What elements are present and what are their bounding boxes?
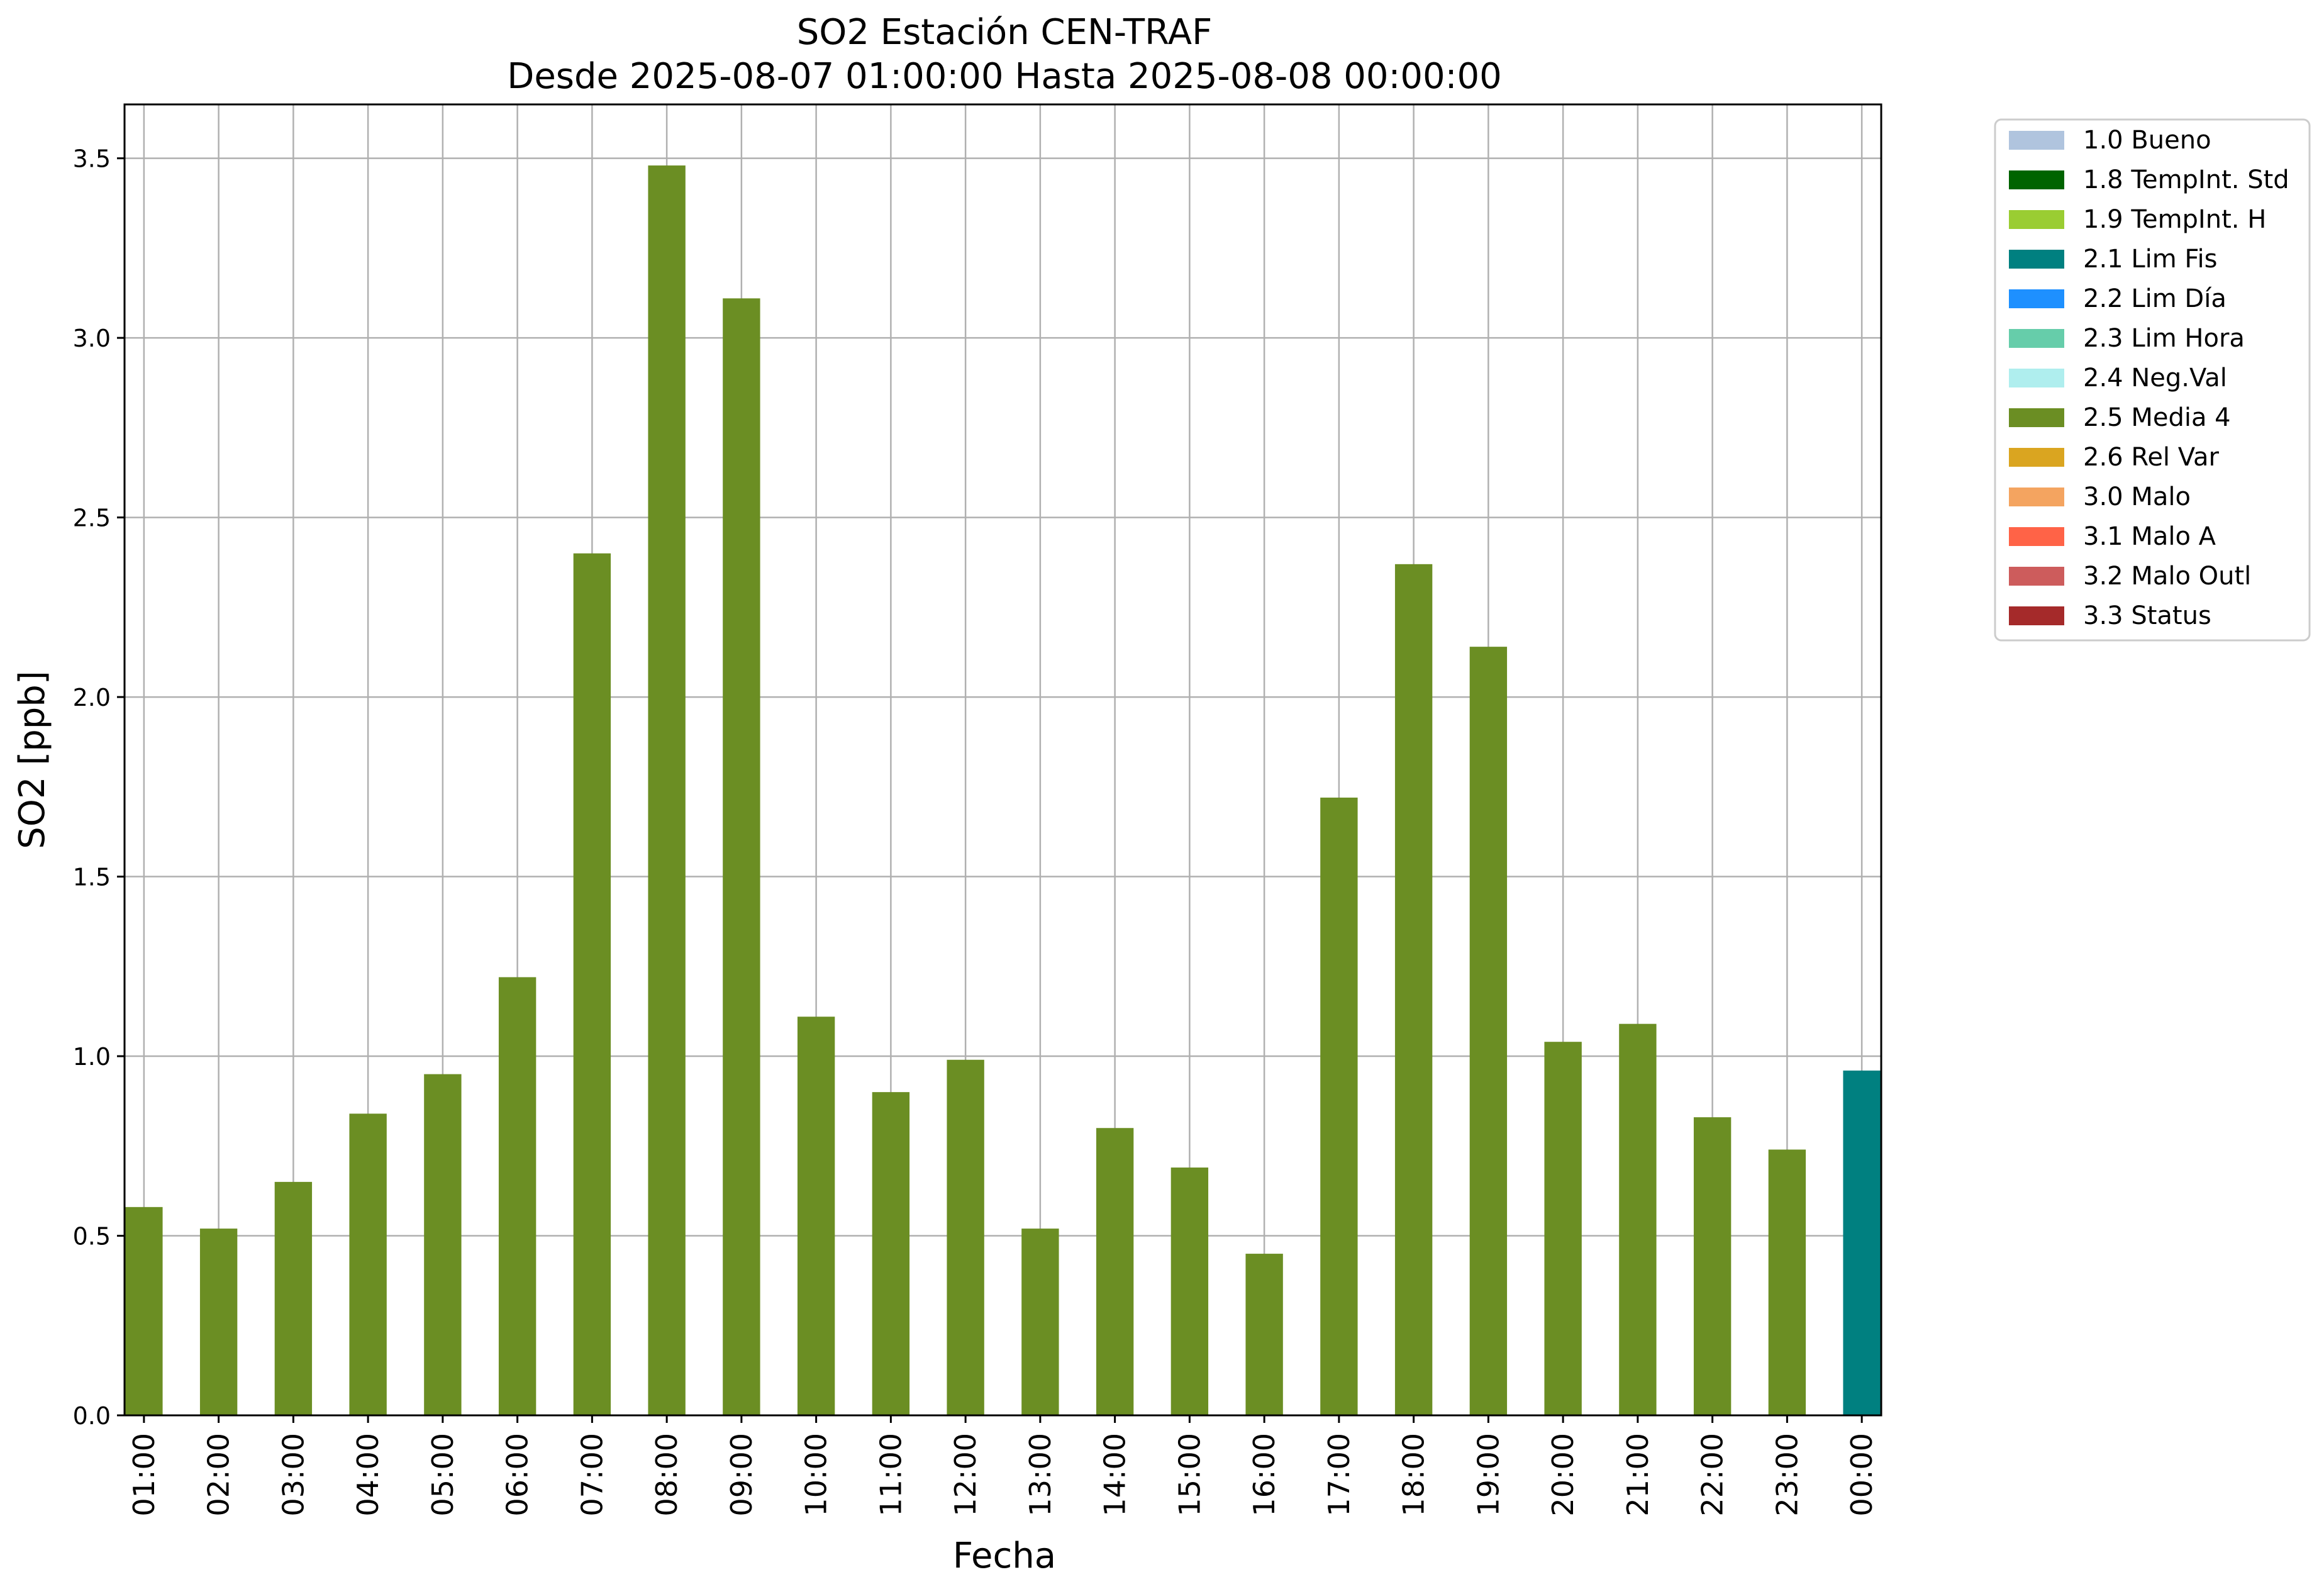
y-tick-label: 2.5 (73, 504, 111, 532)
x-tick-label: 01:00 (127, 1433, 161, 1517)
chart-title: SO2 Estación CEN-TRAF (797, 12, 1213, 53)
bar-0500 (424, 1074, 462, 1415)
plot-frame (123, 103, 1882, 1417)
x-tick-label: 11:00 (874, 1433, 908, 1517)
legend-label: 1.0 Bueno (2083, 126, 2211, 155)
bar-2000 (1544, 1042, 1582, 1415)
x-tick-label: 05:00 (426, 1433, 460, 1517)
legend-swatch (2009, 527, 2064, 546)
bar-1000 (797, 1017, 835, 1415)
bar-0000 (1843, 1070, 1881, 1415)
bar-0900 (723, 298, 760, 1415)
legend-label: 2.6 Rel Var (2083, 443, 2220, 472)
bar-0300 (274, 1181, 313, 1415)
legend-label: 1.8 TempInt. Std (2083, 165, 2289, 194)
legend-swatch (2009, 408, 2064, 427)
x-axis-ticks: 01:00 02:00 03:00 04:00 05:00 06:00 07:00 08:00… (127, 1415, 1879, 1517)
x-tick-label: 08:00 (650, 1433, 684, 1517)
x-tick-label: 12:00 (948, 1433, 982, 1517)
legend-items: 1.0 Bueno 1.8 TempInt. Std 1.9 TempInt. H 2… (2009, 126, 2289, 630)
legend-label: 2.2 Lim Día (2083, 284, 2227, 313)
legend-swatch (2009, 567, 2064, 586)
legend-label: 2.3 Lim Hora (2083, 324, 2245, 353)
legend-label: 3.0 Malo (2083, 482, 2191, 511)
x-tick-label: 07:00 (575, 1433, 609, 1517)
x-tick-label: 02:00 (202, 1433, 236, 1517)
bar-1900 (1469, 647, 1508, 1415)
bars (125, 165, 1881, 1416)
x-tick-label: 16:00 (1247, 1433, 1281, 1517)
x-tick-label: 17:00 (1322, 1433, 1356, 1517)
y-tick-label: 0.5 (73, 1223, 111, 1251)
legend-label: 2.5 Media 4 (2083, 403, 2231, 432)
legend: 1.0 Bueno 1.8 TempInt. Std 1.9 TempInt. H 2… (1994, 118, 2311, 642)
legend-label: 3.3 Status (2083, 601, 2211, 630)
bar-0600 (498, 977, 537, 1415)
legend-label: 3.2 Malo Outl (2083, 562, 2251, 591)
bar-1600 (1245, 1254, 1283, 1415)
chart-subtitle: Desde 2025-08-07 01:00:00 Hasta 2025-08-… (507, 56, 1502, 97)
x-tick-label: 15:00 (1172, 1433, 1206, 1517)
legend-swatch (2009, 210, 2064, 229)
legend-label: 3.1 Malo A (2083, 522, 2216, 551)
y-tick-label: 1.5 (73, 864, 111, 891)
x-tick-label: 18:00 (1397, 1433, 1431, 1517)
legend-frame (1994, 118, 2311, 642)
bar-0700 (573, 553, 611, 1415)
y-tick-label: 3.0 (73, 325, 111, 352)
x-tick-label: 19:00 (1471, 1433, 1505, 1517)
legend-swatch (2009, 606, 2064, 625)
y-tick-label: 0.0 (73, 1402, 111, 1430)
x-tick-label: 03:00 (276, 1433, 310, 1517)
bar-1100 (872, 1092, 910, 1415)
x-tick-label: 22:00 (1696, 1433, 1730, 1517)
y-tick-label: 3.5 (73, 145, 111, 173)
y-tick-label: 2.0 (73, 684, 111, 711)
legend-label: 2.4 Neg.Val (2083, 364, 2227, 393)
x-tick-label: 23:00 (1770, 1433, 1804, 1517)
bar-0800 (648, 165, 686, 1416)
legend-swatch (2009, 488, 2064, 506)
y-axis-label: SO2 [ppb] (12, 671, 53, 849)
x-tick-label: 00:00 (1845, 1433, 1879, 1517)
x-tick-label: 20:00 (1546, 1433, 1580, 1517)
bar-2200 (1693, 1117, 1732, 1415)
x-tick-label: 14:00 (1098, 1433, 1132, 1517)
legend-swatch (2009, 329, 2064, 348)
x-tick-label: 21:00 (1621, 1433, 1655, 1517)
legend-label: 1.9 TempInt. H (2083, 205, 2266, 234)
x-tick-label: 10:00 (799, 1433, 833, 1517)
bar-0200 (199, 1229, 238, 1415)
bar-1700 (1320, 797, 1358, 1415)
x-tick-label: 04:00 (351, 1433, 385, 1517)
x-axis-label: Fecha (953, 1535, 1056, 1576)
bar-2100 (1619, 1023, 1657, 1415)
x-tick-label: 06:00 (501, 1433, 535, 1517)
legend-swatch (2009, 131, 2064, 150)
y-axis-ticks: 0.0 0.5 1.0 1.5 2.0 2.5 3.0 3.5 (73, 145, 125, 1430)
legend-swatch (2009, 250, 2064, 269)
x-tick-label: 09:00 (725, 1433, 759, 1517)
bar-1300 (1021, 1229, 1059, 1415)
x-tick-label: 13:00 (1023, 1433, 1057, 1517)
bar-2300 (1768, 1149, 1806, 1415)
legend-swatch (2009, 369, 2064, 387)
bar-1200 (947, 1059, 984, 1415)
legend-swatch (2009, 170, 2064, 189)
bar-0100 (125, 1207, 163, 1415)
legend-label: 2.1 Lim Fis (2083, 245, 2217, 274)
bar-0400 (349, 1113, 387, 1415)
y-tick-label: 1.0 (73, 1043, 111, 1071)
legend-swatch (2009, 448, 2064, 467)
bar-1500 (1170, 1168, 1209, 1415)
bar-1400 (1096, 1128, 1134, 1415)
legend-swatch (2009, 289, 2064, 308)
bar-1800 (1394, 564, 1433, 1415)
